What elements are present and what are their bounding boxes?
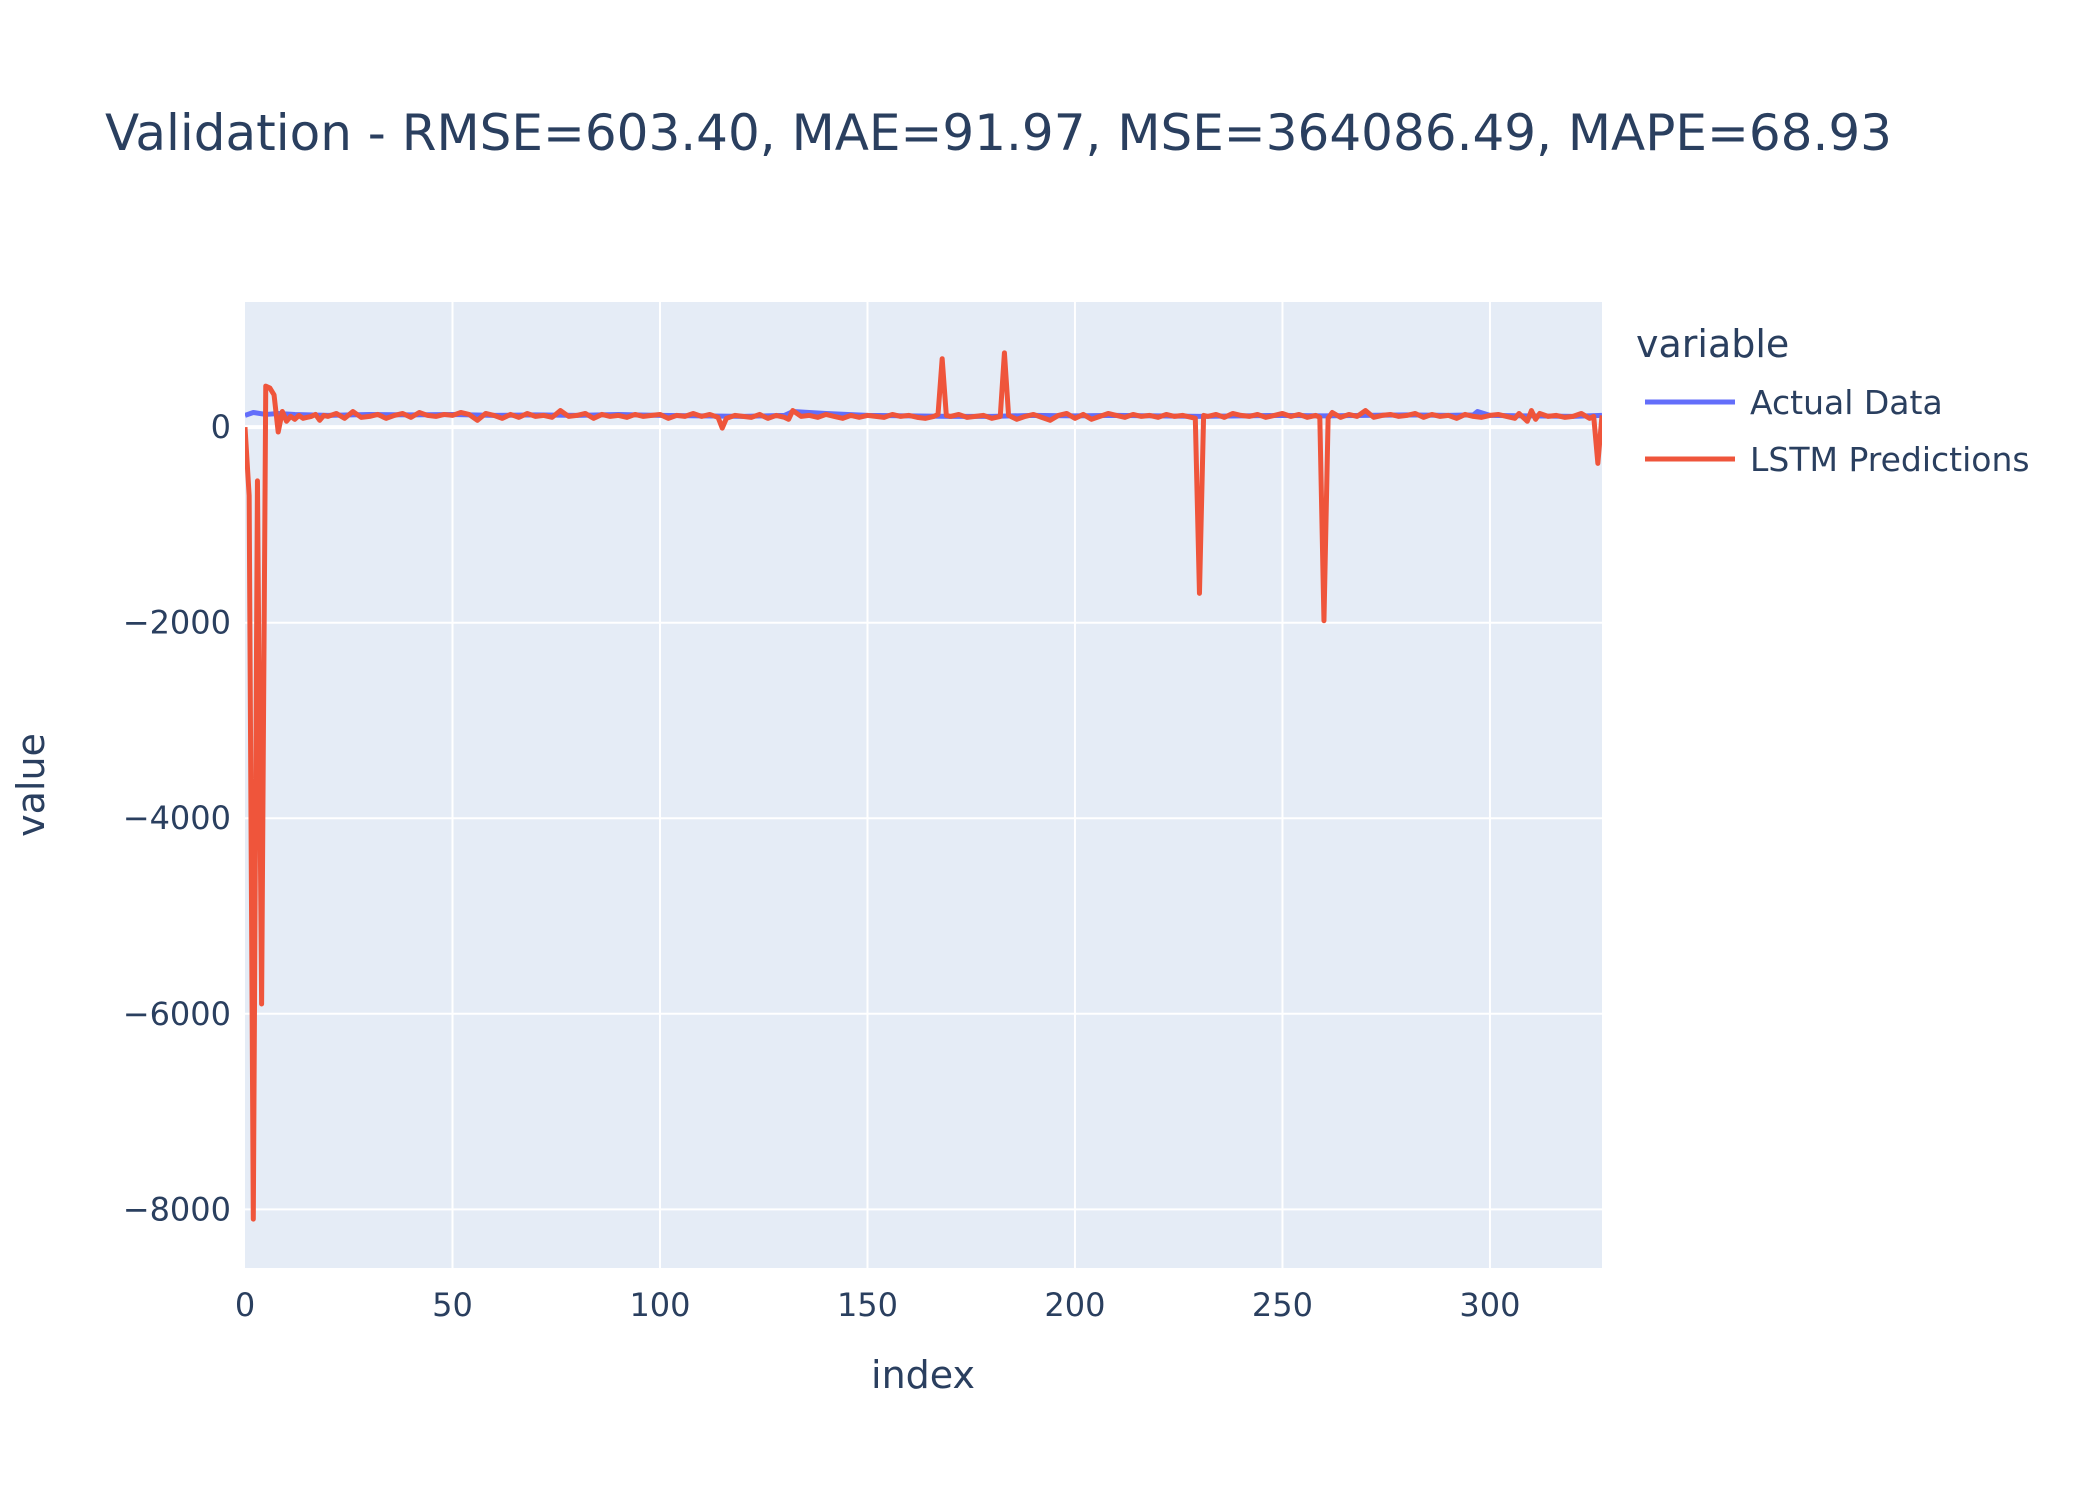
grid-lines: [245, 302, 1602, 1268]
x-tick-label: 300: [1459, 1286, 1520, 1324]
chart-title: Validation - RMSE=603.40, MAE=91.97, MSE…: [105, 104, 1892, 162]
legend-label-actual: Actual Data: [1750, 383, 1943, 422]
y-tick-label: −4000: [123, 799, 231, 837]
y-axis-label: value: [9, 733, 53, 837]
x-tick-label: 150: [837, 1286, 898, 1324]
legend-title: variable: [1636, 322, 1789, 366]
x-tick-label: 50: [432, 1286, 473, 1324]
legend-item-actual[interactable]: Actual Data: [1645, 383, 1943, 422]
y-tick-label: −8000: [123, 1190, 231, 1228]
x-tick-label: 200: [1044, 1286, 1105, 1324]
legend-label-lstm: LSTM Predictions: [1750, 440, 2030, 479]
y-tick-label: 0: [211, 408, 231, 446]
tick-labels: 0 50 100 150 200 250 300 0 −2000 −4000 −6000 −8000: [123, 408, 1521, 1324]
legend-item-lstm[interactable]: LSTM Predictions: [1645, 440, 2030, 479]
x-tick-label: 0: [235, 1286, 255, 1324]
series-line-lstm-predictions: [245, 350, 1602, 1222]
plot-area: [245, 302, 1602, 1268]
y-tick-label: −2000: [123, 604, 231, 642]
legend: variable Actual Data LSTM Predictions: [1636, 322, 2030, 479]
x-axis-label: index: [871, 1353, 975, 1397]
x-tick-label: 100: [629, 1286, 690, 1324]
series-lines: [245, 350, 1602, 1222]
x-tick-label: 250: [1252, 1286, 1313, 1324]
y-tick-label: −6000: [123, 995, 231, 1033]
